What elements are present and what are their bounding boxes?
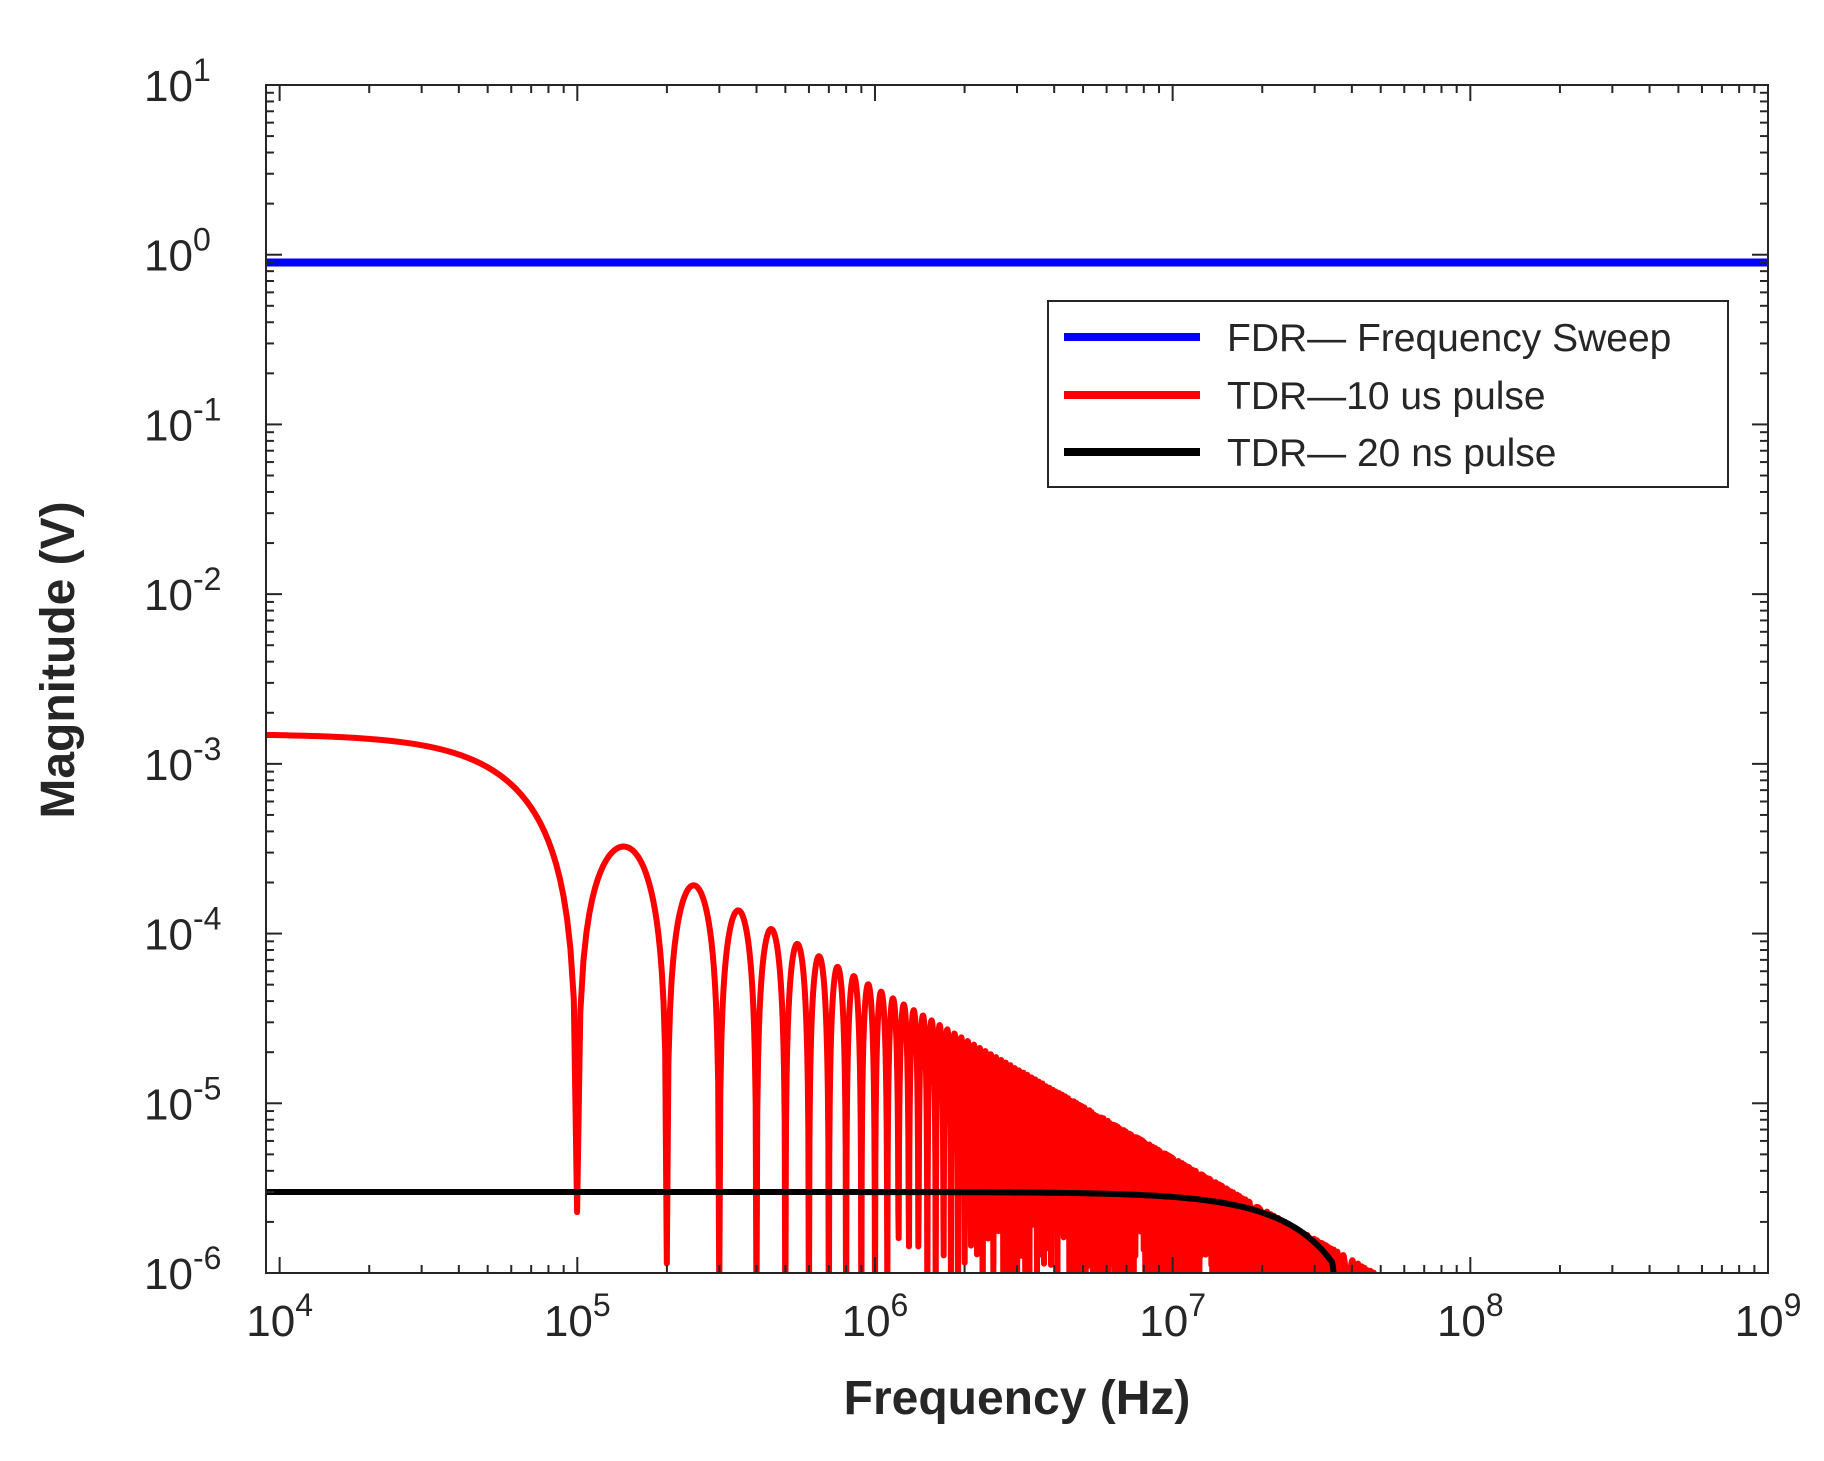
x-axis-label: Frequency (Hz) [844,1372,1191,1425]
legend: FDR— Frequency Sweep TDR—10 us pulse TDR… [1047,300,1729,488]
legend-label-tdr-20ns: TDR— 20 ns pulse [1227,432,1556,475]
legend-label-fdr: FDR— Frequency Sweep [1227,317,1671,360]
x-tick-label: 107 [1139,1287,1206,1346]
y-tick-label: 10-1 [144,391,221,450]
y-tick-label: 10-6 [144,1240,221,1299]
y-tick-label: 100 [144,222,211,281]
x-tick-label: 106 [842,1287,909,1346]
series-line-2 [266,1189,1337,1273]
y-tick-label: 10-5 [144,1070,221,1129]
series-layer [266,258,1768,1273]
axis-ticks [265,84,1769,1274]
x-tick-label: 104 [246,1287,313,1346]
legend-label-tdr-10us: TDR—10 us pulse [1227,375,1546,418]
x-tick-label: 105 [544,1287,611,1346]
y-tick-label: 10-2 [144,561,221,620]
series-line-1 [266,731,1378,1273]
x-tick-label: 108 [1437,1287,1504,1346]
y-tick-label: 10-3 [144,731,221,790]
y-tick-label: 101 [144,52,211,111]
y-tick-label: 10-4 [144,901,221,960]
tick-labels: 104 105 106 107 108 109 10-6 10-5 10-4 10-3 10-2 10… [144,52,1801,1346]
y-axis-label: Magnitude (V) [32,501,85,818]
x-tick-label: 109 [1735,1287,1802,1346]
